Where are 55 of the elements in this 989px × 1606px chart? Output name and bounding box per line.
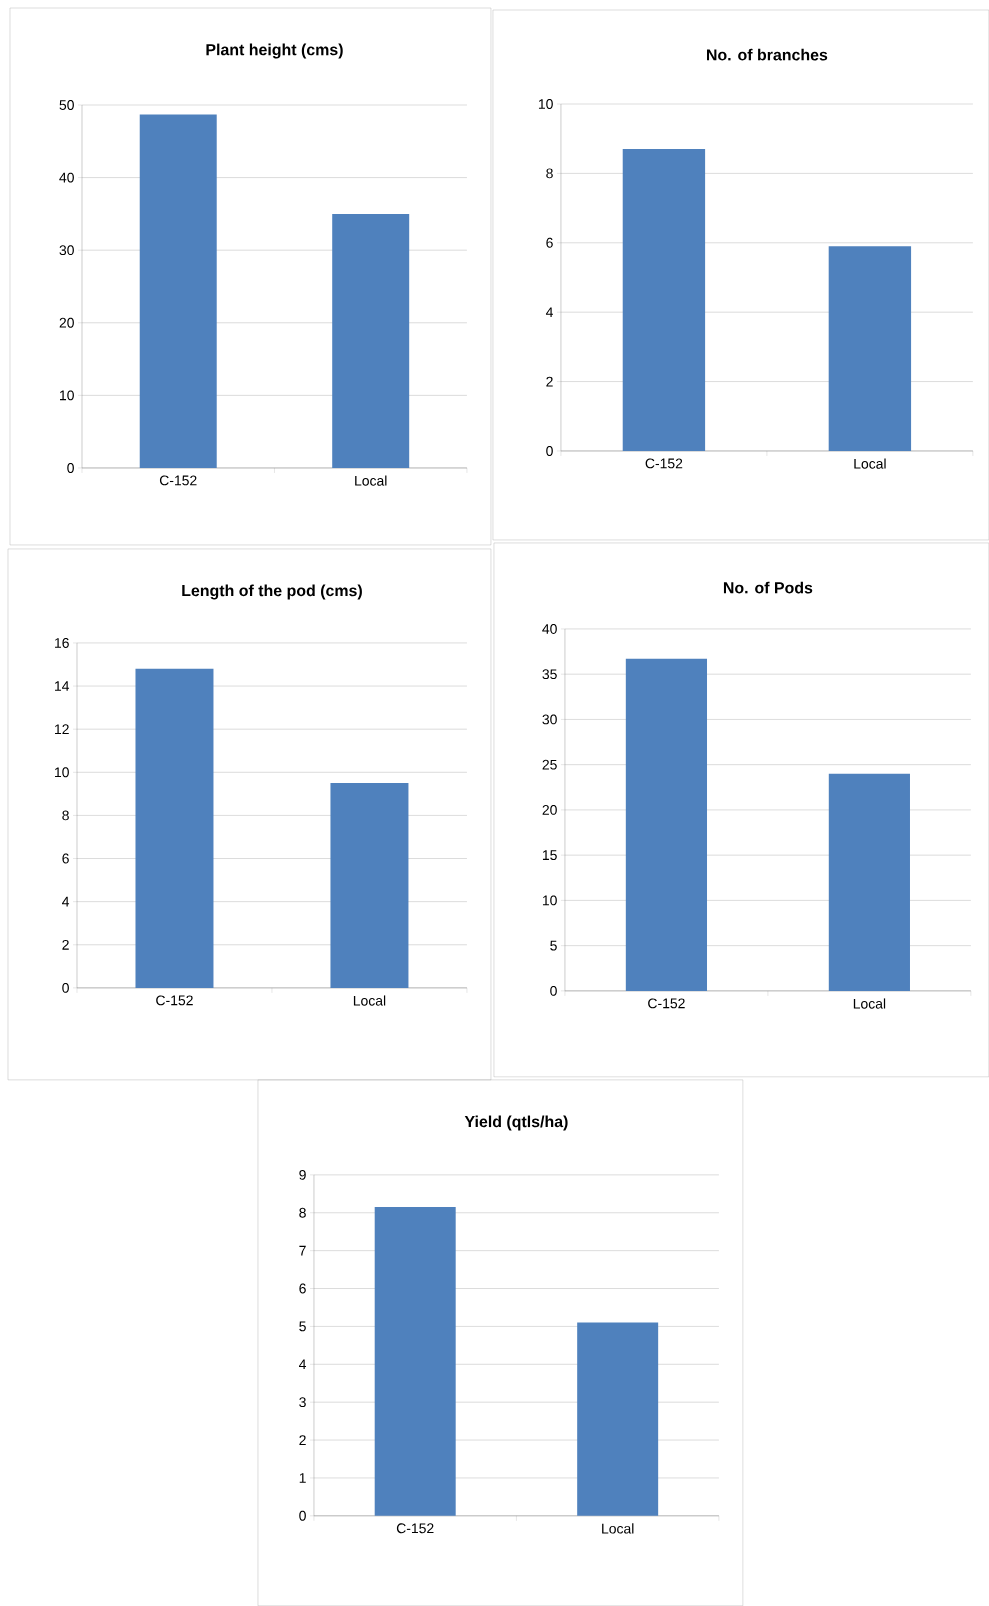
x-tick-label: C-152: [648, 998, 685, 1009]
x-tick-label: C-152: [156, 995, 193, 1006]
y-tick-label: 2: [546, 376, 553, 387]
y-tick-label: 0: [67, 463, 74, 473]
x-tick-label: Local: [602, 1523, 634, 1534]
y-tick-label: 30: [542, 714, 557, 725]
y-tick-label: 35: [542, 669, 557, 680]
x-tick-label: Local: [353, 995, 386, 1006]
y-tick-label: 5: [550, 940, 557, 951]
y-tick-label: 25: [542, 759, 557, 770]
y-tick-label: 14: [54, 681, 70, 691]
chart-title: No. of Pods: [723, 581, 813, 594]
y-tick-label: 10: [54, 767, 69, 778]
x-tick-label: C-152: [396, 1523, 434, 1534]
y-tick-label: 20: [59, 317, 74, 328]
y-tick-label: 40: [59, 172, 74, 183]
y-tick-label: 4: [298, 1359, 306, 1370]
chart-title: Plant height (cms): [206, 43, 343, 59]
y-tick-label: 40: [542, 623, 557, 634]
y-tick-label: 6: [299, 1283, 306, 1294]
y-tick-label: 8: [546, 168, 553, 179]
y-tick-label: 12: [54, 724, 69, 735]
y-tick-label: 0: [550, 985, 557, 996]
y-tick-label: 0: [62, 982, 69, 993]
x-tick-label: C-152: [159, 475, 197, 486]
y-tick-label: 4: [61, 896, 70, 907]
x-tick-label: C-152: [645, 458, 683, 469]
y-tick-label: 1: [299, 1473, 306, 1483]
y-tick-label: 9: [299, 1169, 306, 1180]
y-tick-label: 20: [542, 804, 557, 815]
x-tick-label: Local: [854, 458, 886, 469]
y-tick-label: 2: [299, 1435, 306, 1445]
chart-title: Yield (qtls/ha): [464, 1115, 568, 1131]
y-tick-label: 0: [299, 1510, 306, 1521]
y-tick-label: 10: [59, 390, 74, 401]
y-tick-label: 15: [542, 850, 557, 861]
x-tick-label: Local: [853, 998, 886, 1009]
y-tick-label: 0: [546, 446, 553, 456]
y-tick-label: 30: [59, 245, 74, 256]
y-tick-label: 16: [54, 637, 69, 648]
y-tick-label: 10: [542, 895, 557, 906]
y-tick-label: 7: [299, 1245, 306, 1256]
chart-title: No. of branches: [706, 48, 828, 61]
y-tick-label: 10: [538, 99, 553, 109]
y-tick-label: 8: [299, 1207, 306, 1218]
y-tick-label: 5: [299, 1321, 306, 1332]
y-tick-label: 6: [62, 853, 69, 864]
x-tick-label: Local: [355, 475, 387, 486]
y-tick-label: 6: [546, 237, 553, 248]
y-tick-label: 4: [545, 307, 553, 317]
chart-title: Length of the pod (cms): [182, 584, 362, 600]
y-tick-label: 2: [62, 939, 69, 950]
y-tick-label: 8: [62, 810, 69, 821]
y-tick-label: 50: [59, 100, 74, 110]
y-tick-label: 3: [299, 1397, 306, 1408]
